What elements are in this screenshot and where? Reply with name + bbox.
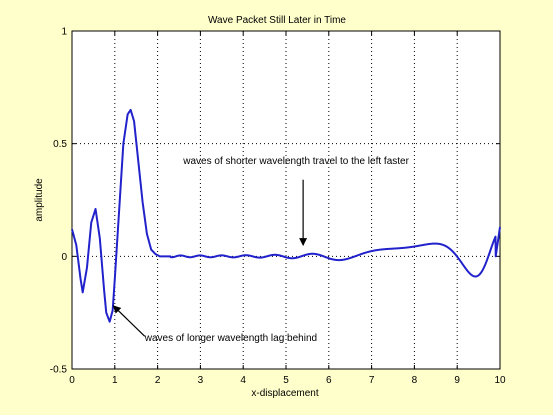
chart-title: Wave Packet Still Later in Time — [208, 15, 346, 26]
x-tick-label: 9 — [454, 375, 460, 386]
axis-ticks: 0 1 2 3 4 5 6 7 8 9 10-0.500.51 — [50, 27, 506, 387]
series-layer — [71, 108, 501, 323]
annotation-text: waves of shorter wavelength travel to th… — [182, 156, 409, 167]
y-tick-label: 0.5 — [53, 139, 67, 150]
series-line — [71, 108, 501, 323]
y-axis-label: amplitude — [34, 178, 45, 222]
x-tick-label: 10 — [494, 375, 506, 386]
x-tick-label: 8 — [412, 375, 418, 386]
x-tick-label: 6 — [326, 375, 332, 386]
x-tick-label: 2 — [155, 375, 161, 386]
y-tick-label: 1 — [61, 27, 67, 38]
annotations: waves of shorter wavelength travel to th… — [112, 156, 410, 344]
y-tick-label: -0.5 — [50, 365, 68, 376]
grid-lines — [72, 31, 500, 369]
x-axis-label: x-displacement — [251, 388, 318, 399]
x-tick-label: 1 — [112, 375, 118, 386]
y-tick-label: 0 — [61, 252, 67, 263]
annotation-text: waves of longer wavelength lag behind — [144, 333, 317, 344]
x-tick-label: 0 — [69, 375, 75, 386]
x-tick-label: 7 — [369, 375, 375, 386]
annotation-arrow — [112, 305, 146, 337]
x-tick-label: 4 — [240, 375, 246, 386]
x-tick-label: 5 — [283, 375, 289, 386]
x-tick-label: 3 — [198, 375, 204, 386]
